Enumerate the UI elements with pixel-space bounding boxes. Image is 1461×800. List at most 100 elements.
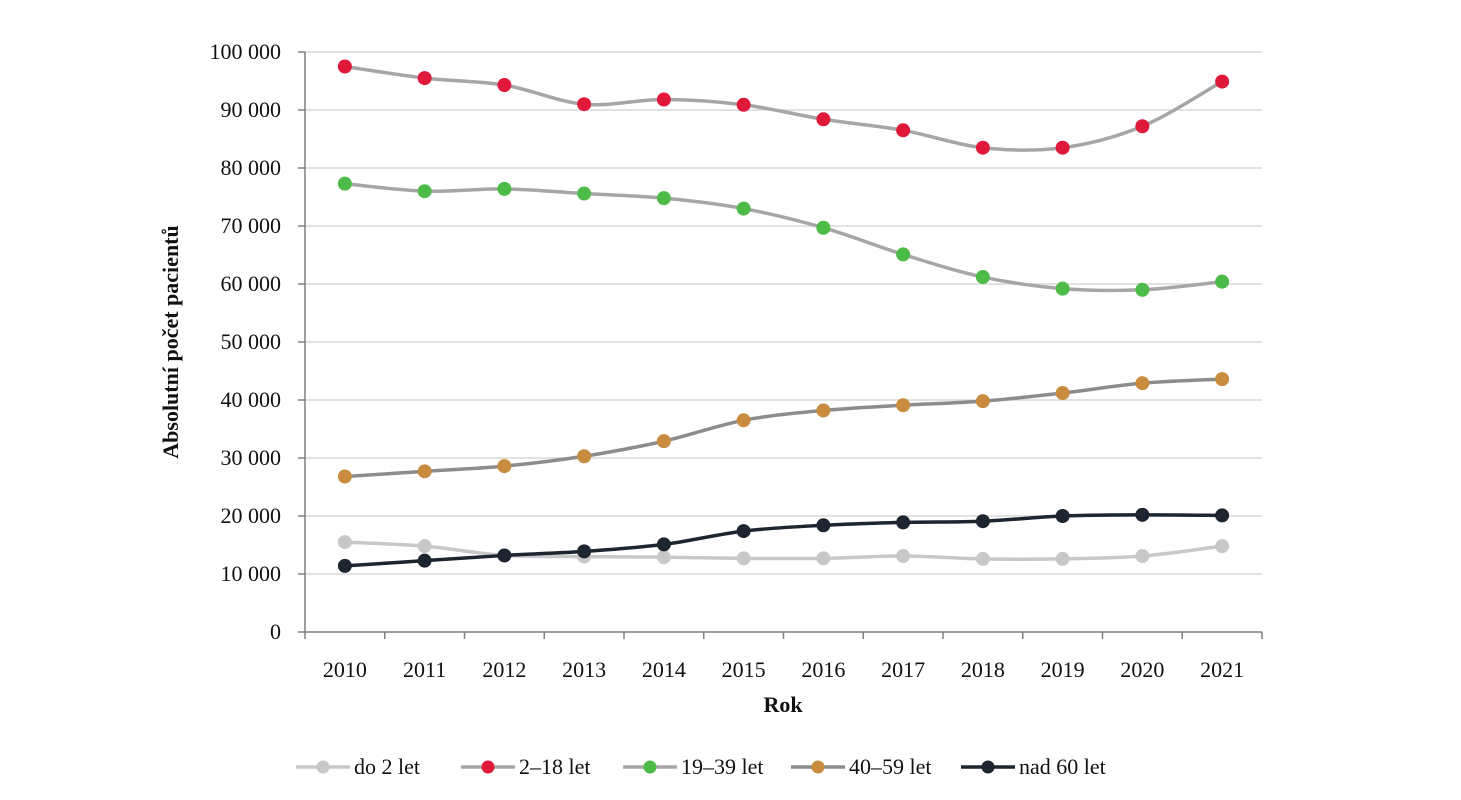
legend-marker — [811, 760, 825, 774]
x-tick-label: 2014 — [642, 657, 686, 682]
data-point — [337, 176, 352, 191]
data-point — [1215, 508, 1230, 523]
x-tick-labels: 2010 2011 2012 2013 2014 2015 2016 2017 2018 2019… — [323, 657, 1244, 682]
data-point — [417, 71, 432, 86]
data-point — [1135, 376, 1150, 391]
data-point — [1215, 372, 1230, 387]
series-line — [344, 181, 1223, 293]
x-tick-label: 2021 — [1200, 657, 1244, 682]
y-tick-label: 90 000 — [221, 97, 282, 122]
x-tick-label: 2012 — [482, 657, 526, 682]
data-point — [1055, 386, 1070, 401]
legend-marker — [481, 760, 495, 774]
data-point — [656, 92, 671, 107]
legend-item: do 2 let — [296, 754, 420, 779]
x-tick-label: 2010 — [323, 657, 367, 682]
data-point — [656, 550, 671, 565]
data-point — [736, 97, 751, 112]
x-tick-label: 2015 — [722, 657, 766, 682]
data-point — [975, 140, 990, 155]
data-point — [975, 514, 990, 529]
series-1 — [337, 59, 1230, 155]
legend-label: 19–39 let — [681, 754, 764, 779]
data-point — [497, 548, 512, 563]
axes — [298, 51, 1263, 639]
legend-item: nad 60 let — [961, 754, 1106, 779]
y-tick-label: 30 000 — [221, 445, 282, 470]
series-3 — [337, 372, 1230, 484]
y-tick-label: 60 000 — [221, 271, 282, 296]
data-point — [337, 535, 352, 550]
data-point — [736, 524, 751, 539]
data-point — [1055, 281, 1070, 296]
data-point — [975, 551, 990, 566]
data-point — [417, 464, 432, 479]
data-point — [975, 270, 990, 285]
y-tick-label: 100 000 — [210, 39, 282, 64]
legend-item: 40–59 let — [791, 754, 932, 779]
y-tick-labels: 0 10 000 20 000 30 000 40 000 50 000 60 000 70 … — [210, 39, 282, 644]
data-point — [656, 434, 671, 449]
data-point — [1215, 539, 1230, 554]
x-tick-label: 2011 — [403, 657, 446, 682]
data-point — [816, 551, 831, 566]
series-2 — [337, 176, 1230, 297]
data-point — [816, 403, 831, 418]
x-tick-label: 2016 — [801, 657, 845, 682]
legend-marker — [643, 760, 657, 774]
data-point — [417, 553, 432, 568]
data-point — [736, 551, 751, 566]
series-0 — [337, 535, 1230, 566]
data-point — [975, 394, 990, 409]
legend-marker — [316, 760, 330, 774]
y-tick-label: 10 000 — [221, 561, 282, 586]
data-point — [577, 186, 592, 201]
data-point — [816, 518, 831, 533]
legend-label: do 2 let — [354, 754, 420, 779]
data-point — [497, 181, 512, 196]
gridlines — [305, 51, 1262, 575]
series-line — [344, 64, 1223, 152]
data-point — [1055, 551, 1070, 566]
data-point — [497, 459, 512, 474]
data-point — [417, 539, 432, 554]
legend-item: 2–18 let — [461, 754, 591, 779]
y-tick-label: 20 000 — [221, 503, 282, 528]
data-point — [1215, 274, 1230, 289]
data-point — [1055, 509, 1070, 523]
data-point — [1055, 140, 1070, 155]
data-point — [896, 398, 911, 413]
data-point — [896, 515, 911, 530]
data-point — [1215, 74, 1230, 89]
data-point — [337, 59, 352, 74]
data-point — [816, 112, 831, 127]
data-point — [417, 184, 432, 199]
x-axis-title: Rok — [763, 692, 803, 717]
data-point — [896, 123, 911, 138]
legend-label: 2–18 let — [519, 754, 591, 779]
data-point — [896, 549, 911, 564]
x-tick-label: 2017 — [881, 657, 925, 682]
y-tick-label: 70 000 — [221, 213, 282, 238]
x-tick-label: 2020 — [1120, 657, 1164, 682]
data-point — [577, 544, 592, 559]
y-tick-label: 40 000 — [221, 387, 282, 412]
data-point — [1135, 507, 1150, 522]
data-point — [656, 537, 671, 552]
legend: do 2 let 2–18 let 19–39 let 40–59 let nad 60… — [296, 754, 1106, 779]
data-point — [1135, 549, 1150, 564]
y-tick-label: 0 — [270, 619, 281, 644]
x-tick-label: 2018 — [961, 657, 1005, 682]
data-point — [736, 201, 751, 216]
series — [337, 59, 1230, 573]
x-tick-label: 2019 — [1041, 657, 1085, 682]
data-point — [337, 558, 352, 573]
series-line — [344, 377, 1223, 479]
series-4 — [337, 507, 1230, 573]
data-point — [896, 247, 911, 262]
legend-label: 40–59 let — [849, 754, 932, 779]
data-point — [656, 191, 671, 206]
legend-label: nad 60 let — [1019, 754, 1106, 779]
data-point — [497, 78, 512, 93]
